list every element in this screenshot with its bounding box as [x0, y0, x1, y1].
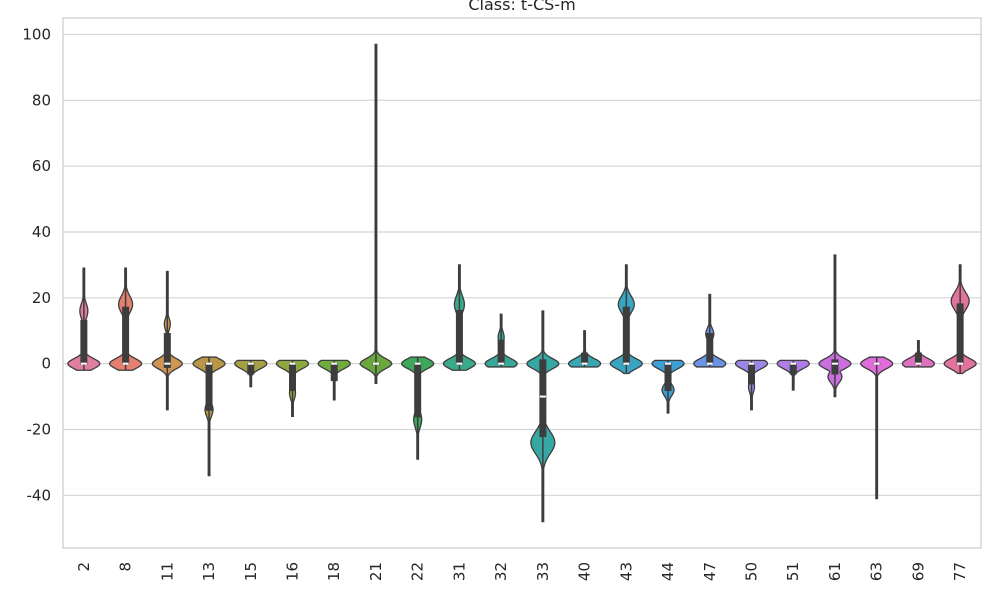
violin-iqr-box: [914, 352, 922, 365]
violin-median: [623, 362, 630, 365]
x-tick-label: 77: [951, 562, 969, 581]
violin-iqr-box: [956, 303, 964, 365]
violin-median: [289, 362, 296, 365]
violin-iqr-box: [122, 306, 130, 365]
violin-median: [831, 362, 838, 365]
x-tick-label: 69: [909, 562, 927, 581]
violin-median: [706, 362, 713, 365]
violin-iqr-box: [581, 352, 589, 365]
y-tick-label: 100: [22, 25, 51, 43]
violin-median: [790, 362, 797, 365]
violin-median: [247, 362, 254, 365]
violin-iqr-box: [289, 362, 296, 391]
x-tick-label: 18: [325, 562, 343, 581]
violin-median: [748, 362, 755, 365]
plot-frame: [62, 17, 982, 549]
violin-iqr-box: [831, 359, 839, 375]
chart-title: Class: t-CS-m: [468, 0, 575, 14]
violin-median: [873, 362, 880, 365]
violin-median: [581, 362, 588, 365]
x-tick-label: 11: [158, 562, 176, 581]
violin-median: [414, 362, 421, 365]
violin-iqr-box: [748, 362, 755, 385]
violin-iqr-box: [455, 309, 463, 365]
x-axis-ticks: 2 8 11 13 15 16 18 21 22 31 32 33 40 43 44 47 50 51 61 63 69…: [75, 562, 969, 581]
y-axis-ticks: -40 -20 0 20 40 60 80 100: [22, 25, 51, 504]
violin-median: [456, 362, 463, 365]
x-tick-label: 44: [659, 562, 677, 581]
violins: [67, 43, 977, 523]
violin-median: [206, 362, 213, 365]
violin-median: [331, 362, 338, 365]
x-tick-label: 40: [576, 562, 594, 581]
x-tick-label: 31: [450, 562, 468, 581]
violin-median: [80, 362, 87, 365]
violin-median: [539, 395, 546, 398]
violin-median: [372, 362, 379, 365]
violin-iqr-box: [789, 362, 797, 375]
violin-iqr-box: [664, 362, 672, 391]
x-tick-label: 15: [242, 562, 260, 581]
x-tick-label: 47: [701, 562, 719, 581]
y-tick-label: -40: [27, 486, 52, 504]
y-tick-label: -20: [27, 420, 52, 438]
violin-iqr-box: [247, 362, 255, 375]
violin-iqr-box: [622, 306, 630, 365]
violin-iqr-box: [163, 333, 171, 368]
x-tick-label: 16: [284, 562, 302, 581]
x-tick-label: 63: [868, 562, 886, 581]
x-tick-label: 22: [409, 562, 427, 581]
x-tick-label: 51: [784, 562, 802, 581]
violin-median: [164, 362, 171, 365]
violin-median: [665, 362, 672, 365]
violin-iqr-box: [330, 362, 338, 382]
violin-median: [122, 362, 129, 365]
violin-median: [957, 362, 964, 365]
x-tick-label: 33: [534, 562, 552, 581]
x-tick-label: 8: [117, 562, 135, 572]
x-tick-label: 61: [826, 562, 844, 581]
x-tick-label: 2: [75, 562, 93, 572]
x-tick-label: 13: [200, 562, 218, 581]
violin-iqr-box: [539, 359, 547, 438]
grid: [63, 33, 981, 496]
violin-median: [915, 362, 922, 365]
y-tick-label: 80: [32, 91, 51, 109]
violin-iqr-box: [414, 362, 422, 418]
violin-iqr-box: [205, 362, 213, 411]
violin-iqr-box: [497, 339, 505, 365]
y-tick-label: 60: [32, 157, 51, 175]
y-tick-label: 0: [41, 355, 51, 373]
violin-iqr-box: [80, 319, 88, 365]
y-tick-label: 40: [32, 223, 51, 241]
violin-median: [498, 362, 505, 365]
x-tick-label: 21: [367, 562, 385, 581]
y-tick-label: 20: [32, 289, 51, 307]
x-tick-label: 43: [617, 562, 635, 581]
x-tick-label: 32: [492, 562, 510, 581]
x-tick-label: 50: [743, 562, 761, 581]
violin-iqr-box: [706, 333, 714, 365]
